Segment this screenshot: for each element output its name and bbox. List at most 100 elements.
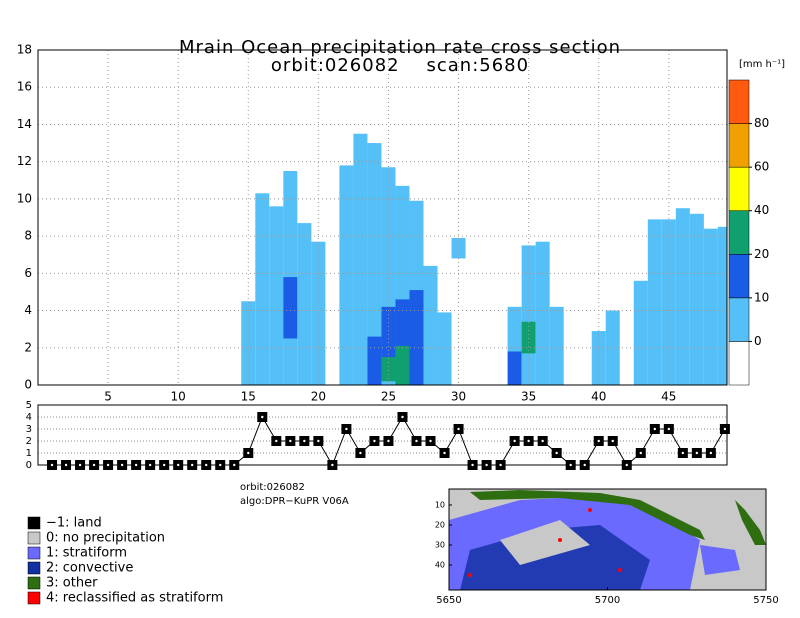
y-tick-label: 4 — [24, 303, 32, 317]
type-marker-dot — [64, 463, 68, 467]
precip-cell — [423, 265, 438, 385]
precip-cell — [689, 213, 704, 385]
type-marker-dot — [513, 439, 516, 443]
y-tick-label: 18 — [17, 43, 32, 57]
map-reclassified — [588, 508, 592, 512]
type-marker-dot — [723, 427, 727, 431]
legend-label: 3: other — [46, 576, 98, 591]
precip-cell — [381, 357, 396, 382]
x-tick-label: 45 — [661, 390, 676, 404]
precip-cell — [507, 351, 522, 385]
type-marker-dot — [415, 439, 418, 443]
type-marker-dot — [191, 463, 194, 467]
colorbar-swatch — [728, 123, 750, 168]
map-x-tick-label: 5700 — [595, 595, 620, 606]
y-tick-label: 2 — [26, 436, 32, 447]
precip-cell — [395, 345, 410, 385]
type-marker-dot — [555, 451, 558, 455]
precip-cell — [521, 321, 536, 354]
type-marker-dot — [639, 451, 642, 455]
colorbar-swatch — [728, 254, 750, 299]
x-tick-label: 40 — [591, 390, 606, 404]
x-tick-label: 10 — [171, 390, 186, 404]
type-marker-dot — [611, 439, 614, 443]
precip-cell — [283, 277, 298, 339]
type-marker-dot — [317, 439, 320, 443]
type-marker-dot — [583, 463, 586, 467]
colorbar-tick-label: 0 — [754, 334, 762, 348]
type-marker-dot — [681, 451, 685, 455]
type-marker-dot — [162, 463, 166, 467]
x-tick-label: 25 — [381, 390, 396, 404]
type-marker-dot — [653, 427, 657, 431]
map-reclassified — [468, 573, 472, 577]
precip-cell — [241, 301, 256, 385]
legend-label: 4: reclassified as stratiform — [46, 591, 223, 606]
x-tick-label: 5 — [104, 390, 112, 404]
colorbar-swatch — [728, 210, 750, 255]
type-marker-dot — [695, 451, 699, 455]
precip-cell — [605, 310, 620, 385]
type-marker-dot — [303, 439, 306, 443]
map-x-tick-label: 5650 — [436, 595, 461, 606]
type-marker-dot — [625, 463, 628, 467]
type-marker-dot — [205, 463, 208, 467]
precip-cell — [297, 223, 312, 385]
precip-cell — [367, 143, 382, 385]
type-marker-dot — [275, 439, 278, 443]
colorbar-tick-label: 20 — [754, 247, 769, 261]
x-tick-label: 15 — [241, 390, 256, 404]
colorbar-swatch — [728, 79, 750, 124]
y-tick-label: 8 — [24, 229, 32, 243]
type-marker-dot — [345, 427, 348, 431]
type-marker-dot — [50, 463, 54, 467]
map-y-tick-label: 30 — [435, 541, 445, 550]
type-marker-dot — [359, 451, 362, 455]
y-tick-label: 3 — [26, 424, 32, 435]
y-tick-label: 16 — [17, 80, 32, 94]
precip-cell — [339, 165, 354, 385]
y-tick-label: 0 — [24, 378, 32, 392]
precip-cell — [535, 241, 550, 385]
legend-swatch — [27, 576, 41, 590]
legend-swatch — [27, 516, 41, 530]
precip-cell — [353, 133, 368, 385]
y-tick-label: 4 — [26, 412, 32, 423]
colorbar-swatch — [728, 297, 750, 342]
type-marker-dot — [92, 463, 96, 467]
map-stratiform — [700, 545, 740, 575]
precip-cell — [269, 206, 284, 385]
precip-cell — [717, 226, 727, 385]
precip-cell — [675, 208, 690, 385]
y-tick-label: 10 — [17, 191, 32, 205]
precip-cell — [647, 219, 662, 385]
type-marker-dot — [527, 439, 530, 443]
colorbar-swatch — [728, 166, 750, 211]
x-tick-label: 30 — [451, 390, 466, 404]
map-other — [735, 500, 766, 545]
precip-cell — [255, 193, 270, 385]
type-marker-dot — [667, 427, 671, 431]
type-marker-dot — [569, 463, 572, 467]
map-image — [448, 488, 767, 591]
precip-cell — [437, 312, 452, 385]
y-tick-label: 14 — [17, 117, 32, 131]
type-marker-dot — [219, 463, 222, 467]
type-marker-dot — [176, 463, 180, 467]
precip-cell — [451, 237, 466, 259]
colorbar-swatch — [728, 341, 750, 386]
map-reclassified — [558, 538, 562, 542]
type-marker-dot — [148, 463, 152, 467]
legend-swatch — [27, 561, 41, 575]
y-tick-label: 6 — [24, 266, 32, 280]
type-marker-dot — [233, 463, 236, 467]
info-text: orbit:026082 — [240, 482, 305, 493]
chart-title: Mrain Ocean precipitation rate cross sec… — [179, 37, 621, 58]
type-marker-dot — [471, 463, 474, 467]
type-marker-dot — [429, 439, 432, 443]
y-tick-label: 0 — [26, 460, 32, 471]
legend-label: −1: land — [46, 516, 102, 531]
type-marker-dot — [457, 427, 460, 431]
plot-frame — [37, 49, 728, 386]
